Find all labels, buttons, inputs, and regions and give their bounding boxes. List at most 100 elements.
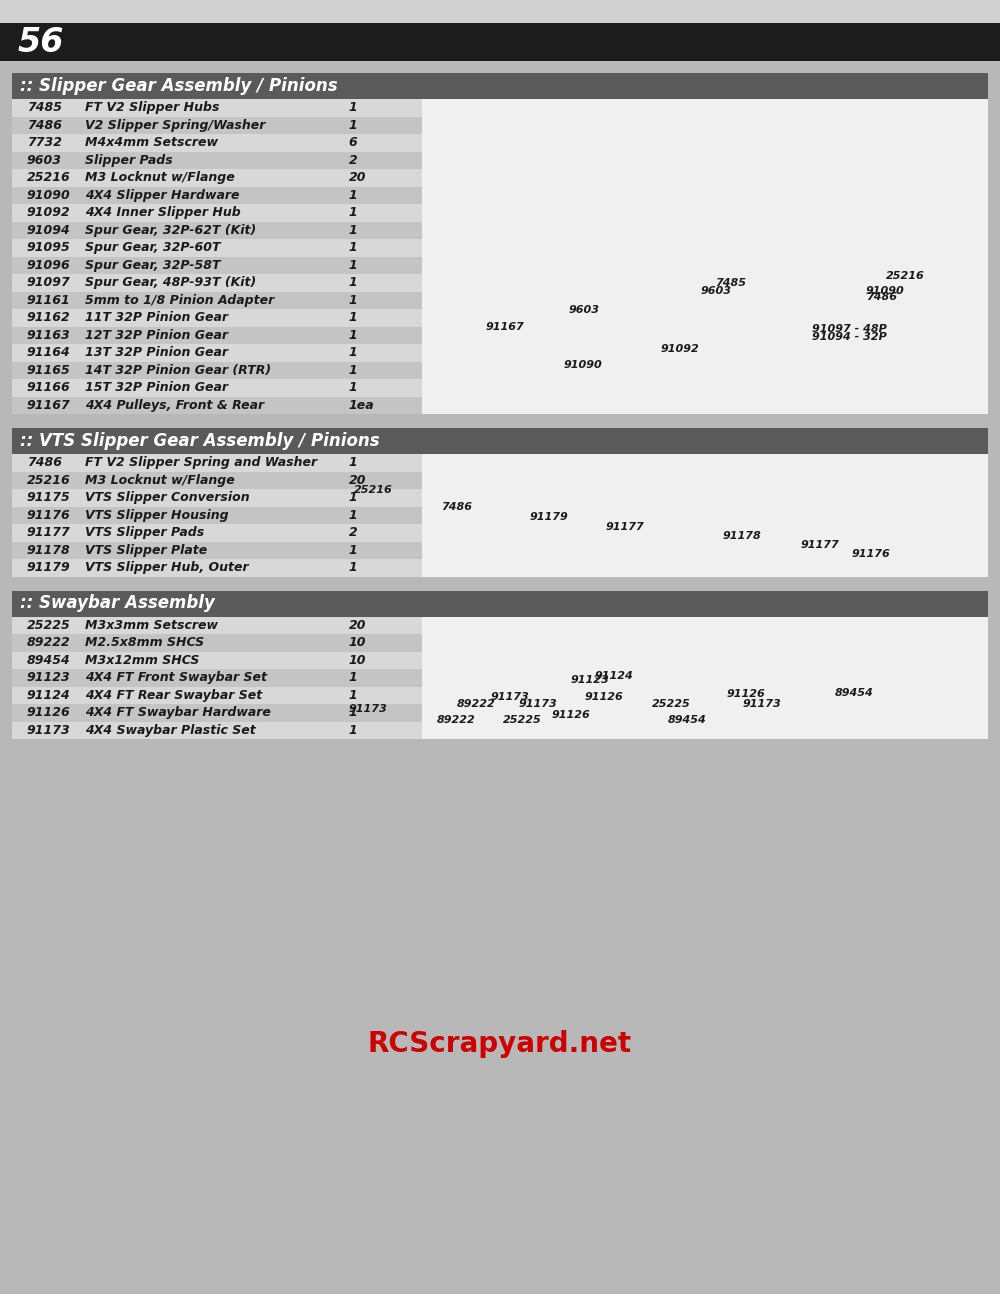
- Text: 1: 1: [349, 329, 357, 342]
- Text: 9603: 9603: [27, 154, 62, 167]
- Bar: [12, 454, 422, 471]
- Bar: [12, 170, 422, 186]
- Bar: [12, 361, 422, 379]
- Text: 91173: 91173: [742, 699, 781, 709]
- Bar: [12, 186, 422, 204]
- Text: 4X4 Swaybar Plastic Set: 4X4 Swaybar Plastic Set: [85, 723, 256, 736]
- Text: 7486: 7486: [27, 457, 62, 470]
- Text: 25225: 25225: [27, 619, 70, 631]
- Text: M3 Locknut w/Flange: M3 Locknut w/Flange: [85, 474, 235, 487]
- Bar: [12, 506, 422, 524]
- Text: 91173: 91173: [349, 704, 387, 714]
- Text: 91126: 91126: [585, 692, 624, 701]
- Bar: [12, 489, 422, 506]
- Text: 91165: 91165: [27, 364, 70, 377]
- Bar: [12, 326, 422, 344]
- Text: Spur Gear, 32P-62T (Kit): Spur Gear, 32P-62T (Kit): [85, 224, 256, 237]
- Bar: [12, 471, 422, 489]
- Text: 1: 1: [349, 276, 357, 290]
- Text: 25216: 25216: [886, 272, 924, 281]
- Text: VTS Slipper Plate: VTS Slipper Plate: [85, 543, 207, 556]
- Text: RCScrapyard.net: RCScrapyard.net: [368, 1030, 632, 1058]
- Text: 13T 32P Pinion Gear: 13T 32P Pinion Gear: [85, 347, 228, 360]
- Text: 89222: 89222: [437, 714, 475, 725]
- Text: 25216: 25216: [354, 485, 392, 496]
- Text: 15T 32P Pinion Gear: 15T 32P Pinion Gear: [85, 382, 228, 395]
- Text: 1: 1: [349, 688, 357, 701]
- Bar: [12, 634, 422, 651]
- Text: 91126: 91126: [552, 710, 590, 721]
- Text: M4x4mm Setscrew: M4x4mm Setscrew: [85, 136, 218, 149]
- Bar: [12, 344, 422, 361]
- Text: 7486: 7486: [441, 502, 472, 512]
- Text: 91096: 91096: [27, 259, 70, 272]
- Text: 91161: 91161: [27, 294, 70, 307]
- Text: 1: 1: [349, 364, 357, 377]
- Text: M2.5x8mm SHCS: M2.5x8mm SHCS: [85, 637, 204, 650]
- Bar: [0, 0, 1000, 23]
- Text: 91090: 91090: [866, 286, 905, 295]
- Text: 91177: 91177: [27, 527, 70, 540]
- Text: 4X4 FT Front Swaybar Set: 4X4 FT Front Swaybar Set: [85, 672, 267, 685]
- Bar: [12, 559, 422, 577]
- Text: 1: 1: [349, 723, 357, 736]
- Bar: [12, 135, 422, 151]
- Text: 4X4 FT Rear Swaybar Set: 4X4 FT Rear Swaybar Set: [85, 688, 262, 701]
- Text: 91124: 91124: [595, 672, 633, 682]
- Text: VTS Slipper Housing: VTS Slipper Housing: [85, 509, 229, 521]
- Text: 91173: 91173: [27, 723, 70, 736]
- Text: 91176: 91176: [27, 509, 70, 521]
- Bar: [12, 722, 422, 739]
- Bar: [12, 309, 422, 326]
- Text: 6: 6: [349, 136, 357, 149]
- Bar: [12, 256, 422, 274]
- Text: VTS Slipper Hub, Outer: VTS Slipper Hub, Outer: [85, 562, 249, 575]
- Text: 4X4 Pulleys, Front & Rear: 4X4 Pulleys, Front & Rear: [85, 399, 264, 411]
- Text: 91097 - 48P: 91097 - 48P: [812, 325, 887, 334]
- Text: 25216: 25216: [27, 171, 70, 184]
- Text: 1: 1: [349, 672, 357, 685]
- Text: 56: 56: [18, 26, 64, 58]
- Text: 1ea: 1ea: [349, 399, 374, 411]
- Text: 91123: 91123: [570, 675, 609, 685]
- Text: FT V2 Slipper Spring and Washer: FT V2 Slipper Spring and Washer: [85, 457, 317, 470]
- Text: 91179: 91179: [529, 512, 568, 521]
- Bar: [12, 590, 988, 739]
- Bar: [12, 100, 422, 116]
- Bar: [12, 428, 988, 454]
- Text: 91123: 91123: [27, 672, 70, 685]
- Text: 89454: 89454: [835, 688, 874, 697]
- Text: 7486: 7486: [866, 292, 897, 303]
- Text: 91178: 91178: [27, 543, 70, 556]
- Text: 1: 1: [349, 224, 357, 237]
- Text: 1: 1: [349, 562, 357, 575]
- Text: 1: 1: [349, 509, 357, 521]
- Bar: [12, 204, 422, 221]
- Bar: [12, 239, 422, 256]
- Text: 1: 1: [349, 312, 357, 325]
- Text: 10: 10: [349, 653, 366, 666]
- Text: 4X4 FT Swaybar Hardware: 4X4 FT Swaybar Hardware: [85, 707, 271, 719]
- Text: 14T 32P Pinion Gear (RTR): 14T 32P Pinion Gear (RTR): [85, 364, 271, 377]
- Text: 4X4 Slipper Hardware: 4X4 Slipper Hardware: [85, 189, 240, 202]
- Text: V2 Slipper Spring/Washer: V2 Slipper Spring/Washer: [85, 119, 266, 132]
- Text: 2: 2: [349, 154, 357, 167]
- Text: 11T 32P Pinion Gear: 11T 32P Pinion Gear: [85, 312, 228, 325]
- Bar: [12, 590, 988, 616]
- Bar: [12, 72, 988, 100]
- Text: 1: 1: [349, 101, 357, 114]
- Text: 25225: 25225: [503, 716, 542, 726]
- Bar: [12, 704, 422, 722]
- Text: 89222: 89222: [457, 699, 496, 709]
- Text: 91162: 91162: [27, 312, 70, 325]
- Text: 91173: 91173: [519, 699, 557, 709]
- Text: Spur Gear, 32P-60T: Spur Gear, 32P-60T: [85, 241, 221, 254]
- Text: 91126: 91126: [27, 707, 70, 719]
- Text: 7486: 7486: [27, 119, 62, 132]
- Text: VTS Slipper Conversion: VTS Slipper Conversion: [85, 492, 250, 505]
- Text: Slipper Pads: Slipper Pads: [85, 154, 173, 167]
- Text: 7485: 7485: [715, 278, 746, 287]
- Text: 1: 1: [349, 206, 357, 219]
- Text: 91167: 91167: [485, 322, 524, 333]
- Text: 1: 1: [349, 382, 357, 395]
